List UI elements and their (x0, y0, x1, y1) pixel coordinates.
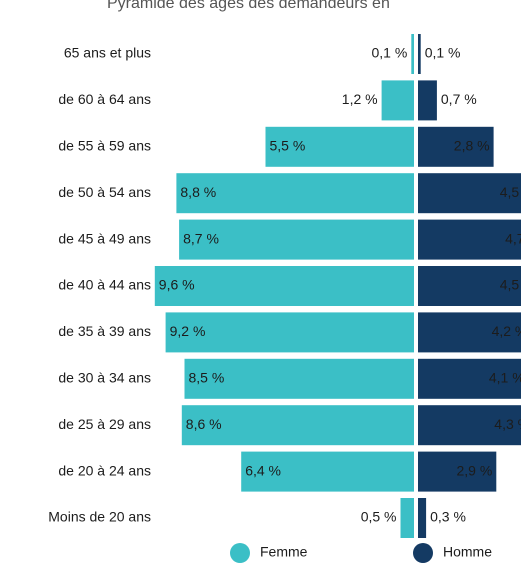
value-label: 4,5 % (500, 277, 521, 293)
category-label: Moins de 20 ans (48, 509, 151, 525)
category-label: 65 ans et plus (64, 45, 151, 61)
value-label: 0,1 % (425, 45, 461, 61)
value-label: 0,7 % (441, 91, 477, 107)
category-label: de 60 à 64 ans (58, 91, 151, 107)
bar (418, 266, 521, 306)
value-label: 8,6 % (186, 416, 222, 432)
legend-label: Femme (260, 544, 308, 560)
legend-label: Homme (443, 544, 492, 560)
bar (179, 219, 414, 260)
bar (184, 358, 414, 399)
value-label: 5,5 % (270, 138, 306, 154)
value-label: 9,2 % (170, 323, 206, 339)
legend-swatch (230, 543, 250, 563)
value-label: 6,4 % (245, 462, 281, 478)
value-label: 9,6 % (159, 277, 195, 293)
value-label: 0,5 % (361, 509, 397, 525)
bar (176, 173, 414, 214)
bar (165, 312, 414, 353)
category-label: de 55 à 59 ans (58, 138, 151, 154)
bar (400, 498, 414, 538)
bar (418, 498, 427, 538)
bar (418, 312, 521, 353)
value-label: 2,9 % (456, 462, 492, 478)
value-label: 4,2 % (492, 323, 521, 339)
legend-swatch (413, 543, 433, 563)
value-label: 4,7 % (505, 230, 521, 246)
value-label: 4,5 % (500, 184, 521, 200)
value-label: 4,1 % (489, 370, 521, 386)
category-label: de 30 à 34 ans (58, 370, 151, 386)
category-label: de 35 à 39 ans (58, 323, 151, 339)
bar (418, 34, 421, 74)
bar (418, 405, 521, 446)
value-label: 8,7 % (183, 230, 219, 246)
bar (418, 80, 437, 121)
bar (181, 405, 414, 446)
bar (418, 451, 497, 492)
value-label: 8,8 % (180, 184, 216, 200)
value-label: 1,2 % (342, 91, 378, 107)
category-label: de 25 à 29 ans (58, 416, 151, 432)
category-label: de 50 à 54 ans (58, 184, 151, 200)
value-label: 0,1 % (371, 45, 407, 61)
bar (381, 80, 414, 121)
chart-title: Pyramide des âges des demandeurs en (107, 0, 390, 12)
value-label: 0,3 % (430, 509, 466, 525)
category-label: de 40 à 44 ans (58, 277, 151, 293)
value-label: 8,5 % (189, 370, 225, 386)
category-label: de 20 à 24 ans (58, 462, 151, 478)
bar (418, 126, 494, 167)
bar (418, 219, 521, 260)
bar (154, 266, 415, 306)
value-label: 4,3 % (494, 416, 521, 432)
bar (241, 451, 414, 492)
category-label: de 45 à 49 ans (58, 230, 151, 246)
bar (418, 358, 521, 399)
bar (411, 34, 414, 74)
bar (265, 126, 414, 167)
bar (418, 173, 521, 214)
value-label: 2,8 % (454, 138, 490, 154)
